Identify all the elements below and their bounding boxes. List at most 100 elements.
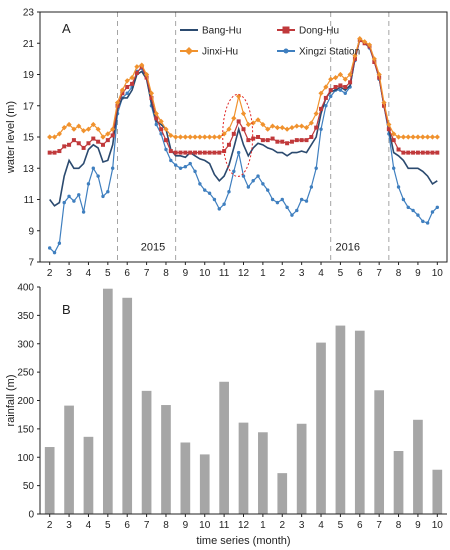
series-point-xingzi-station xyxy=(52,250,57,255)
series-point-jinxi-hu xyxy=(313,110,319,117)
panel-a-series xyxy=(47,35,440,255)
series-point-jinxi-hu xyxy=(352,53,358,59)
rainfall-bar xyxy=(64,405,74,514)
panel-a-y-tick-label: 11 xyxy=(24,195,35,206)
series-point-jinxi-hu xyxy=(391,131,397,137)
series-point-jinxi-hu xyxy=(308,120,314,126)
panel-a-x-tick-label: 9 xyxy=(415,268,421,279)
series-point-xingzi-station xyxy=(222,202,226,206)
series-point-jinxi-hu xyxy=(240,110,247,117)
panel-a-y-tick-label: 19 xyxy=(23,70,35,81)
series-point-dong-hu xyxy=(120,91,125,96)
panel-b-x-tick-label: 11 xyxy=(219,520,230,531)
series-point-jinxi-hu xyxy=(177,134,184,140)
series-point-dong-hu xyxy=(62,144,67,149)
panel-a-x-tick-label: 7 xyxy=(376,268,382,279)
panel-b-y-tick-label: 100 xyxy=(17,453,34,464)
series-point-jinxi-hu xyxy=(163,126,169,132)
panel-a-dashed-separators xyxy=(117,12,390,262)
series-point-xingzi-station xyxy=(295,208,299,213)
series-point-jinxi-hu xyxy=(134,64,140,70)
series-point-dong-hu xyxy=(309,135,314,139)
series-point-dong-hu xyxy=(91,136,96,141)
panel-a-y-tick-label: 21 xyxy=(23,39,35,50)
series-point-dong-hu xyxy=(86,141,91,146)
series-point-dong-hu xyxy=(149,95,154,100)
series-point-dong-hu xyxy=(406,150,411,155)
series-point-jinxi-hu xyxy=(328,76,334,82)
series-point-jinxi-hu xyxy=(405,134,411,140)
year-label-2016: 2016 xyxy=(336,241,360,253)
series-point-dong-hu xyxy=(246,138,251,143)
series-point-xingzi-station xyxy=(401,197,406,202)
panel-a-x-tick-label: 5 xyxy=(105,268,111,279)
series-point-xingzi-station xyxy=(435,205,440,210)
rainfall-bar xyxy=(199,454,210,514)
series-point-xingzi-station xyxy=(188,161,192,166)
series-point-jinxi-hu xyxy=(318,90,324,96)
series-point-jinxi-hu xyxy=(114,100,121,106)
year-label-2015: 2015 xyxy=(141,241,165,253)
panel-b-bars xyxy=(44,288,443,514)
panel-a-y-tick-label: 15 xyxy=(23,133,35,144)
series-point-jinxi-hu xyxy=(197,134,203,140)
series-point-dong-hu xyxy=(430,150,435,155)
series-point-jinxi-hu xyxy=(61,125,67,131)
panel-a-x-tick-label: 10 xyxy=(432,268,444,279)
series-point-jinxi-hu xyxy=(425,134,431,140)
series-point-jinxi-hu xyxy=(245,121,251,128)
series-point-xingzi-station xyxy=(125,91,129,95)
rainfall-bar xyxy=(316,342,326,514)
legend-label: Dong-Hu xyxy=(299,26,339,37)
series-point-xingzi-station xyxy=(62,200,66,205)
panel-a-x-tick-label: 8 xyxy=(396,268,402,279)
series-point-jinxi-hu xyxy=(434,134,440,140)
series-point-jinxi-hu xyxy=(279,125,285,131)
panel-a-legend: Bang-Hu Dong-Hu Jinxi-Hu Xingzi Station xyxy=(180,26,360,58)
panel-b-x-tick-label: 5 xyxy=(338,520,344,531)
series-point-jinxi-hu xyxy=(299,123,305,129)
legend-label: Bang-Hu xyxy=(202,26,241,37)
series-point-xingzi-station xyxy=(106,189,110,194)
panel-a-y-tick-label: 7 xyxy=(28,258,34,269)
series-point-jinxi-hu xyxy=(362,39,368,45)
series-point-dong-hu xyxy=(71,138,76,143)
series-point-dong-hu xyxy=(105,138,110,143)
series-point-xingzi-station xyxy=(110,166,115,170)
series-point-dong-hu xyxy=(212,150,217,155)
series-point-xingzi-station xyxy=(256,174,260,178)
series-point-dong-hu xyxy=(294,138,299,143)
series-point-dong-hu xyxy=(425,150,430,155)
panel-b-x-tick-label: 5 xyxy=(105,520,111,531)
series-point-xingzi-station xyxy=(290,213,294,217)
series-point-jinxi-hu xyxy=(357,35,363,42)
series-point-jinxi-hu xyxy=(206,134,213,140)
panel-a-annotations: 2015 2016 xyxy=(141,93,360,253)
rainfall-bar xyxy=(296,423,307,514)
series-point-dong-hu xyxy=(57,149,62,154)
series-point-dong-hu xyxy=(275,139,280,144)
series-point-xingzi-station xyxy=(430,210,435,214)
series-point-dong-hu xyxy=(144,75,149,80)
series-point-dong-hu xyxy=(134,70,139,75)
series-point-dong-hu xyxy=(285,141,290,146)
series-point-dong-hu xyxy=(154,116,159,121)
series-point-dong-hu xyxy=(328,88,333,93)
panel-a-x-tick-label: 12 xyxy=(238,268,250,279)
series-point-dong-hu xyxy=(338,83,343,88)
series-point-xingzi-station xyxy=(96,174,100,178)
series-point-jinxi-hu xyxy=(173,134,179,140)
panel-b-y-tick-label: 350 xyxy=(17,311,34,322)
panel-a-x-tick-label: 2 xyxy=(47,268,53,279)
panel-a-x-tick-label: 8 xyxy=(163,268,169,279)
panel-b-x-tick-label: 9 xyxy=(415,520,421,531)
series-point-xingzi-station xyxy=(57,241,62,245)
panel-b-x-tick-label: 2 xyxy=(279,520,285,531)
series-point-jinxi-hu xyxy=(76,123,82,129)
series-point-xingzi-station xyxy=(314,166,318,170)
series-point-jinxi-hu xyxy=(420,134,426,140)
panel-a-x-tick-label: 4 xyxy=(86,268,92,279)
series-point-xingzi-station xyxy=(183,164,188,169)
series-point-dong-hu xyxy=(217,150,222,155)
